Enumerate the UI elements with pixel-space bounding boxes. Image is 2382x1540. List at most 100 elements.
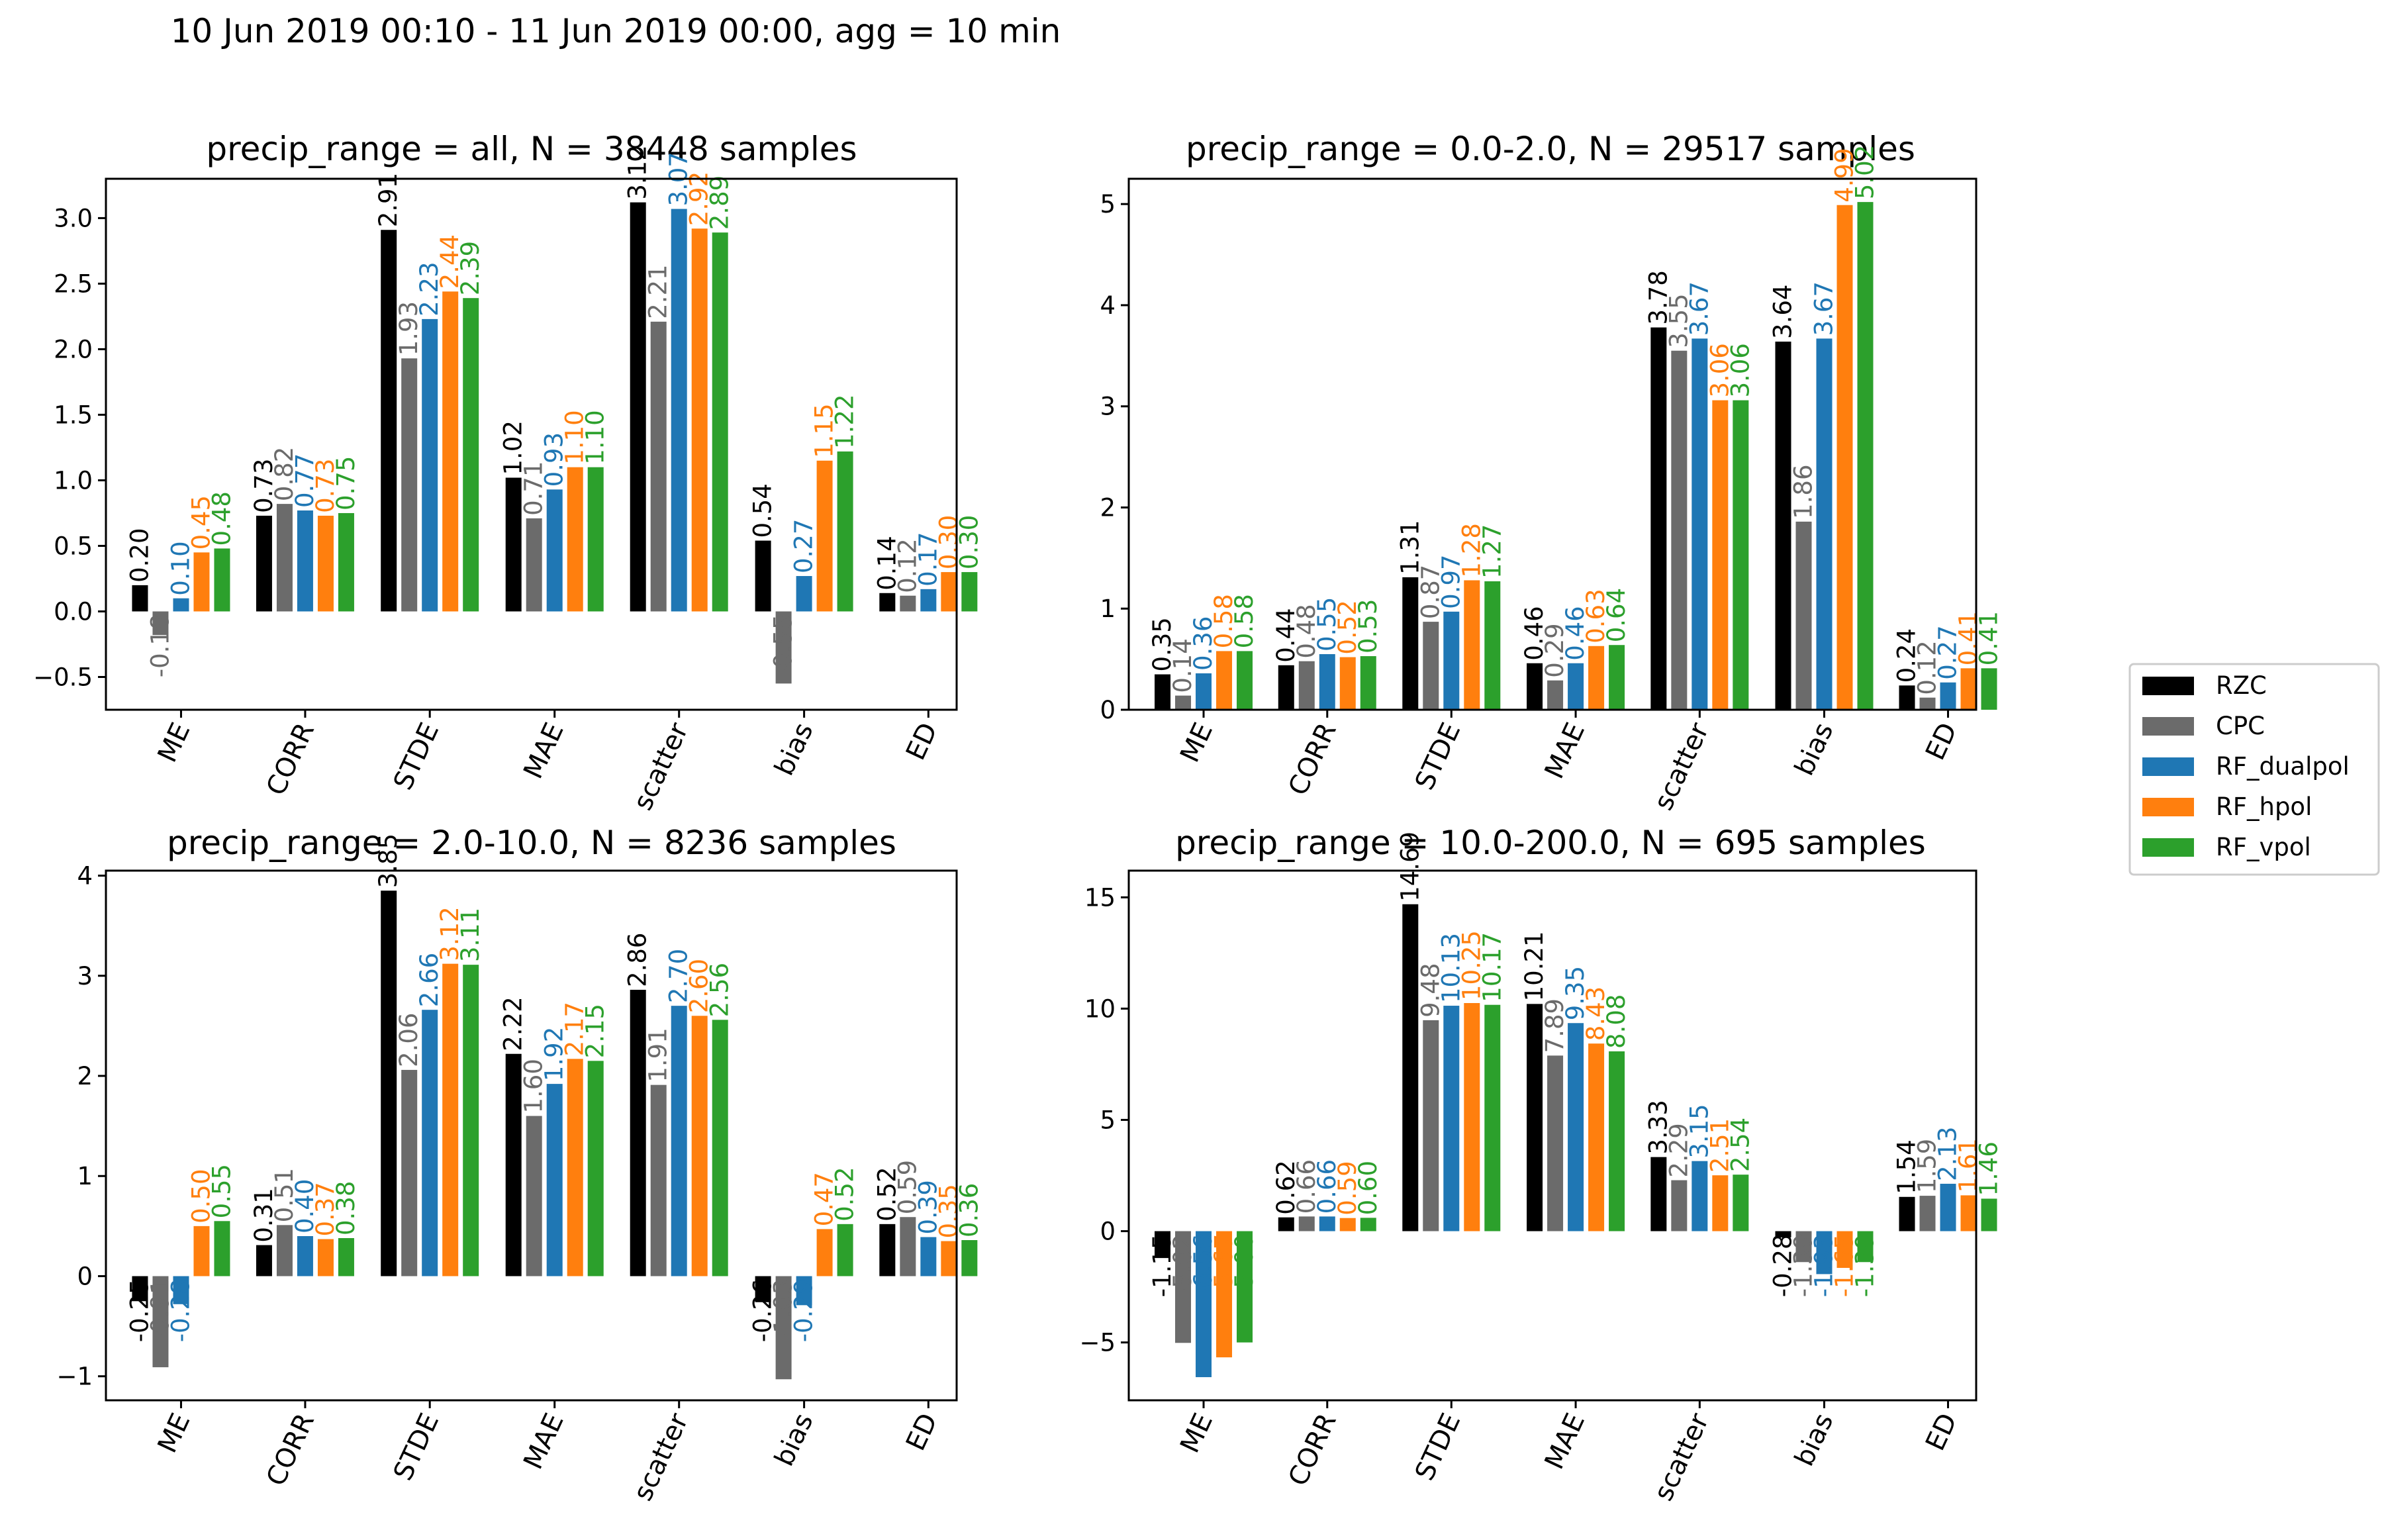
bar-value-label: 0.51 <box>270 1168 299 1222</box>
bar-RF_dualpol <box>1816 338 1833 710</box>
bar-value-label: 0.64 <box>1602 588 1631 642</box>
bar-RF_hpol <box>691 1016 708 1276</box>
bar-RF_hpol <box>1464 580 1480 710</box>
bar-value-label: 0.35 <box>934 1184 963 1238</box>
bar-value-label: 0.53 <box>1354 599 1382 653</box>
bar-value-label: 2.17 <box>561 1002 589 1056</box>
bar-CPC <box>1298 1216 1315 1231</box>
bar-value-label: 0.12 <box>893 538 922 593</box>
bar-RZC <box>1650 327 1667 710</box>
bar-value-label: 2.51 <box>1705 1118 1734 1173</box>
bar-value-label: 2.39 <box>456 241 485 295</box>
bar-CPC <box>526 518 542 612</box>
category-label: STDE <box>388 1409 445 1485</box>
bar-value-label: 0.48 <box>1292 604 1321 658</box>
bar-value-label: -1.03 <box>769 1278 798 1342</box>
y-tick-label: −1 <box>56 1363 93 1391</box>
bar-RZC <box>1899 1196 1915 1231</box>
bar-value-label: -0.18 <box>146 614 174 677</box>
bar-value-label: 0.29 <box>1541 623 1569 677</box>
bar-value-label: 3.06 <box>1726 343 1754 397</box>
bar-value-label: 0.97 <box>1437 554 1465 608</box>
y-tick-label: 15 <box>1084 883 1116 912</box>
bar-value-label: 1.28 <box>1457 523 1486 577</box>
figure-title: 10 Jun 2019 00:10 - 11 Jun 2019 00:00, a… <box>171 12 1061 50</box>
bar-value-label: 0.82 <box>270 447 299 501</box>
bar-CPC <box>1423 1020 1439 1231</box>
bar-value-label: 3.06 <box>1705 343 1734 397</box>
bar-value-label: 0.66 <box>1292 1159 1321 1214</box>
bar-value-label: 2.54 <box>1726 1118 1754 1172</box>
bar-value-label: -6.56 <box>1189 1234 1217 1298</box>
bar-RF_hpol <box>1588 646 1605 710</box>
bar-RF_dualpol <box>1443 611 1460 710</box>
bar-value-label: 2.92 <box>685 171 714 226</box>
category-label: scatter <box>628 1408 694 1506</box>
bar-value-label: 0.46 <box>1561 606 1590 660</box>
legend-entry: RZC <box>2142 671 2267 700</box>
y-tick-label: 0 <box>77 1262 93 1290</box>
bar-RF_dualpol <box>297 1235 313 1276</box>
bar-RF_vpol <box>1981 668 1997 710</box>
bar-CPC <box>650 321 667 612</box>
subplot-10-200: precip_range = 10.0-200.0, N = 695 sampl… <box>1079 824 2003 1506</box>
category-label: STDE <box>388 718 445 794</box>
bar-RF_vpol <box>837 1224 853 1276</box>
bar-value-label: 2.56 <box>706 963 734 1017</box>
legend-label: RF_vpol <box>2216 833 2311 861</box>
bar-value-label: 0.54 <box>749 483 777 538</box>
bar-value-label: 8.08 <box>1602 994 1631 1049</box>
bar-value-label: 8.43 <box>1582 987 1610 1041</box>
bar-RZC <box>630 202 646 612</box>
bar-CPC <box>401 1069 418 1276</box>
bar-CPC <box>1671 1180 1688 1231</box>
bar-RF_hpol <box>1339 1218 1356 1231</box>
bar-RF_dualpol <box>1940 1183 1956 1231</box>
bar-CPC <box>775 611 792 684</box>
bar-value-label: -0.28 <box>1768 1234 1797 1298</box>
category-label: CORR <box>261 718 320 800</box>
bar-RF_hpol <box>816 460 833 612</box>
bar-RZC <box>1278 1217 1294 1231</box>
bar-value-label: 3.67 <box>1685 281 1713 336</box>
bar-RZC <box>256 515 272 612</box>
bar-value-label: 9.48 <box>1416 963 1445 1017</box>
bar-value-label: 5.02 <box>1850 145 1879 199</box>
bar-RF_vpol <box>712 232 728 612</box>
category-label: scatter <box>1648 718 1715 815</box>
bar-RF_hpol <box>941 572 957 612</box>
bar-value-label: 3.78 <box>1644 270 1672 324</box>
bar-CPC <box>1795 1231 1812 1263</box>
bar-RZC <box>1527 663 1543 710</box>
bar-CPC <box>1423 622 1439 710</box>
bar-RF_dualpol <box>422 318 438 612</box>
bar-value-label: 0.14 <box>873 536 901 590</box>
legend-swatch <box>2142 757 2194 776</box>
bar-RF_dualpol <box>796 576 812 612</box>
bar-value-label: 0.87 <box>1416 565 1445 619</box>
bar-CPC <box>900 595 916 612</box>
bar-RF_vpol <box>338 1238 354 1276</box>
bar-RF_dualpol <box>920 589 937 612</box>
bar-RF_hpol <box>1216 1231 1233 1358</box>
bar-RZC <box>1650 1157 1667 1231</box>
bar-RF_vpol <box>587 1061 604 1276</box>
legend-entry: RF_hpol <box>2142 793 2312 821</box>
bar-RF_dualpol <box>173 598 189 612</box>
bar-value-label: 1.15 <box>810 403 839 457</box>
bar-CPC <box>775 1276 792 1380</box>
bar-value-label: 3.12 <box>436 906 464 961</box>
bar-RF_vpol <box>214 548 230 612</box>
bar-RF_vpol <box>463 965 479 1276</box>
bar-value-label: 0.31 <box>250 1188 278 1242</box>
bar-value-label: 1.61 <box>1954 1138 1983 1192</box>
bar-RF_vpol <box>1237 1231 1253 1343</box>
bar-value-label: 1.91 <box>644 1028 673 1082</box>
bar-RF_vpol <box>1857 202 1874 710</box>
bar-value-label: 1.93 <box>395 301 423 356</box>
bar-value-label: 0.58 <box>1210 594 1238 648</box>
category-label: scatter <box>628 718 694 815</box>
bar-CPC <box>152 1276 169 1368</box>
category-label: CORR <box>261 1409 320 1491</box>
bar-value-label: 1.27 <box>1478 524 1506 579</box>
